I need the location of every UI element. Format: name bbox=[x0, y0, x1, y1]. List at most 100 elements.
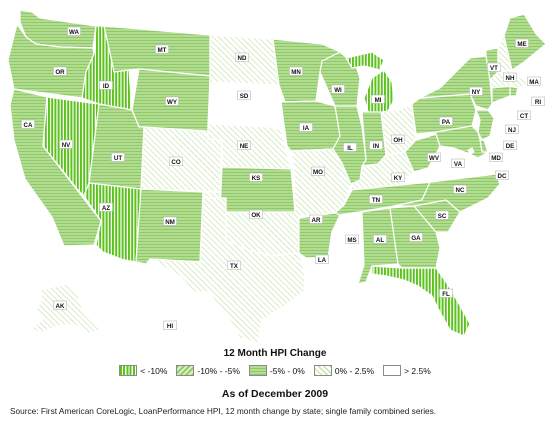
svg-text:VA: VA bbox=[454, 161, 463, 168]
svg-text:MD: MD bbox=[491, 155, 501, 162]
svg-text:AL: AL bbox=[376, 237, 384, 244]
state-label-al: AL bbox=[373, 234, 387, 244]
svg-text:MT: MT bbox=[158, 47, 167, 54]
state-md bbox=[435, 125, 489, 159]
svg-text:UT: UT bbox=[114, 155, 122, 162]
svg-text:OK: OK bbox=[251, 212, 261, 219]
svg-text:IL: IL bbox=[347, 145, 353, 152]
state-fl bbox=[371, 265, 471, 337]
state-label-va: VA bbox=[451, 158, 465, 168]
svg-text:DC: DC bbox=[498, 173, 507, 180]
state-label-mt: MT bbox=[155, 44, 169, 54]
legend-item-minus10-minus5: -10% - -5% bbox=[176, 365, 240, 376]
legend-swatch-0-2.5 bbox=[313, 365, 332, 376]
state-label-ca: CA bbox=[21, 119, 35, 129]
state-label-ny: NY bbox=[469, 86, 483, 96]
state-label-ar: AR bbox=[309, 214, 323, 224]
state-label-sd: SD bbox=[237, 90, 251, 100]
svg-text:MO: MO bbox=[313, 169, 323, 176]
svg-text:AK: AK bbox=[56, 303, 65, 310]
state-label-vt: VT bbox=[487, 62, 501, 72]
state-label-ga: GA bbox=[409, 232, 423, 242]
svg-text:SD: SD bbox=[240, 93, 249, 100]
legend-item-minus5-0: -5% - 0% bbox=[248, 365, 305, 376]
svg-text:VT: VT bbox=[490, 65, 498, 72]
state-tx bbox=[149, 197, 307, 344]
state-label-ut: UT bbox=[111, 152, 125, 162]
svg-text:NH: NH bbox=[506, 75, 515, 82]
svg-text:OR: OR bbox=[55, 69, 65, 76]
state-label-co: CO bbox=[169, 156, 183, 166]
state-sd bbox=[207, 81, 282, 131]
state-label-il: IL bbox=[343, 142, 357, 152]
state-label-ct: CT bbox=[517, 110, 531, 120]
state-label-id: ID bbox=[99, 80, 113, 90]
state-label-or: OR bbox=[53, 66, 67, 76]
state-mn bbox=[272, 38, 341, 103]
legend-label-minus10-minus5: -10% - -5% bbox=[197, 365, 240, 376]
svg-text:IA: IA bbox=[303, 125, 310, 132]
source-note: Source: First American CoreLogic, LoanPe… bbox=[10, 406, 437, 416]
svg-text:MN: MN bbox=[291, 69, 301, 76]
state-label-wy: WY bbox=[165, 96, 179, 106]
svg-text:ND: ND bbox=[238, 55, 247, 62]
legend-swatch-minus10-minus5 bbox=[176, 365, 195, 376]
legend-label-gt-2.5: > 2.5% bbox=[404, 365, 431, 376]
svg-text:NJ: NJ bbox=[508, 127, 516, 134]
state-label-me: ME bbox=[515, 38, 529, 48]
state-label-nh: NH bbox=[503, 72, 517, 82]
state-label-ma: MA bbox=[527, 76, 541, 86]
legend-swatch-minus5-0 bbox=[248, 365, 267, 376]
state-label-mo: MO bbox=[311, 166, 325, 176]
svg-text:NE: NE bbox=[240, 143, 249, 150]
labels-layer: WA OR CA NV ID MT WY UT AZ CO NM ND SD NE KS OK TX MN IA MO… bbox=[21, 26, 545, 330]
svg-text:FL: FL bbox=[442, 291, 450, 298]
state-label-nj: NJ bbox=[505, 124, 519, 134]
legend-label-lt-minus10: < -10% bbox=[140, 365, 168, 376]
svg-text:DE: DE bbox=[506, 143, 515, 150]
us-map-svg: WA OR CA NV ID MT WY UT AZ CO NM ND SD NE KS OK TX MN IA MO… bbox=[7, 9, 547, 344]
state-label-nv: NV bbox=[59, 139, 73, 149]
state-label-nm: NM bbox=[163, 216, 177, 226]
legend-label-0-2.5: 0% - 2.5% bbox=[334, 365, 375, 376]
state-label-fl: FL bbox=[439, 288, 453, 298]
state-nj bbox=[475, 109, 495, 141]
svg-text:CT: CT bbox=[520, 113, 528, 120]
svg-text:TX: TX bbox=[230, 263, 239, 270]
state-nm bbox=[135, 188, 204, 265]
legend-title: 12 Month HPI Change bbox=[223, 348, 327, 359]
states-layer bbox=[7, 9, 547, 344]
state-label-de: DE bbox=[503, 140, 517, 150]
state-label-tx: TX bbox=[227, 260, 241, 270]
state-label-dc: DC bbox=[495, 170, 509, 180]
svg-text:WV: WV bbox=[429, 155, 440, 162]
svg-text:LA: LA bbox=[318, 257, 327, 264]
state-label-wa: WA bbox=[67, 26, 81, 36]
state-label-in: IN bbox=[369, 140, 383, 150]
state-label-mn: MN bbox=[289, 66, 303, 76]
state-label-ri: RI bbox=[531, 96, 545, 106]
state-label-ia: IA bbox=[299, 122, 313, 132]
state-label-md: MD bbox=[489, 152, 503, 162]
as-of-date: As of December 2009 bbox=[221, 388, 329, 400]
state-label-hi: HI bbox=[163, 320, 177, 330]
svg-text:CO: CO bbox=[171, 159, 180, 166]
legend-label-minus5-0: -5% - 0% bbox=[269, 365, 305, 376]
state-label-ok: OK bbox=[249, 209, 263, 219]
state-label-az: AZ bbox=[99, 202, 113, 212]
svg-text:NM: NM bbox=[165, 219, 175, 226]
state-label-tn: TN bbox=[369, 194, 383, 204]
state-ri bbox=[509, 85, 519, 97]
state-label-ks: KS bbox=[249, 172, 263, 182]
svg-text:TN: TN bbox=[372, 197, 381, 204]
state-label-oh: OH bbox=[391, 134, 405, 144]
us-map: WA OR CA NV ID MT WY UT AZ CO NM ND SD NE KS OK TX MN IA MO… bbox=[7, 9, 547, 344]
svg-text:AZ: AZ bbox=[102, 205, 110, 212]
svg-text:PA: PA bbox=[442, 119, 451, 126]
legend: < -10% -10% - -5% -5% - 0% 0% - 2.5% > 2… bbox=[0, 365, 550, 376]
svg-text:ME: ME bbox=[517, 41, 526, 48]
state-label-wi: WI bbox=[331, 84, 345, 94]
state-dc bbox=[467, 147, 475, 155]
state-label-ak: AK bbox=[53, 300, 67, 310]
svg-text:NV: NV bbox=[62, 142, 71, 149]
